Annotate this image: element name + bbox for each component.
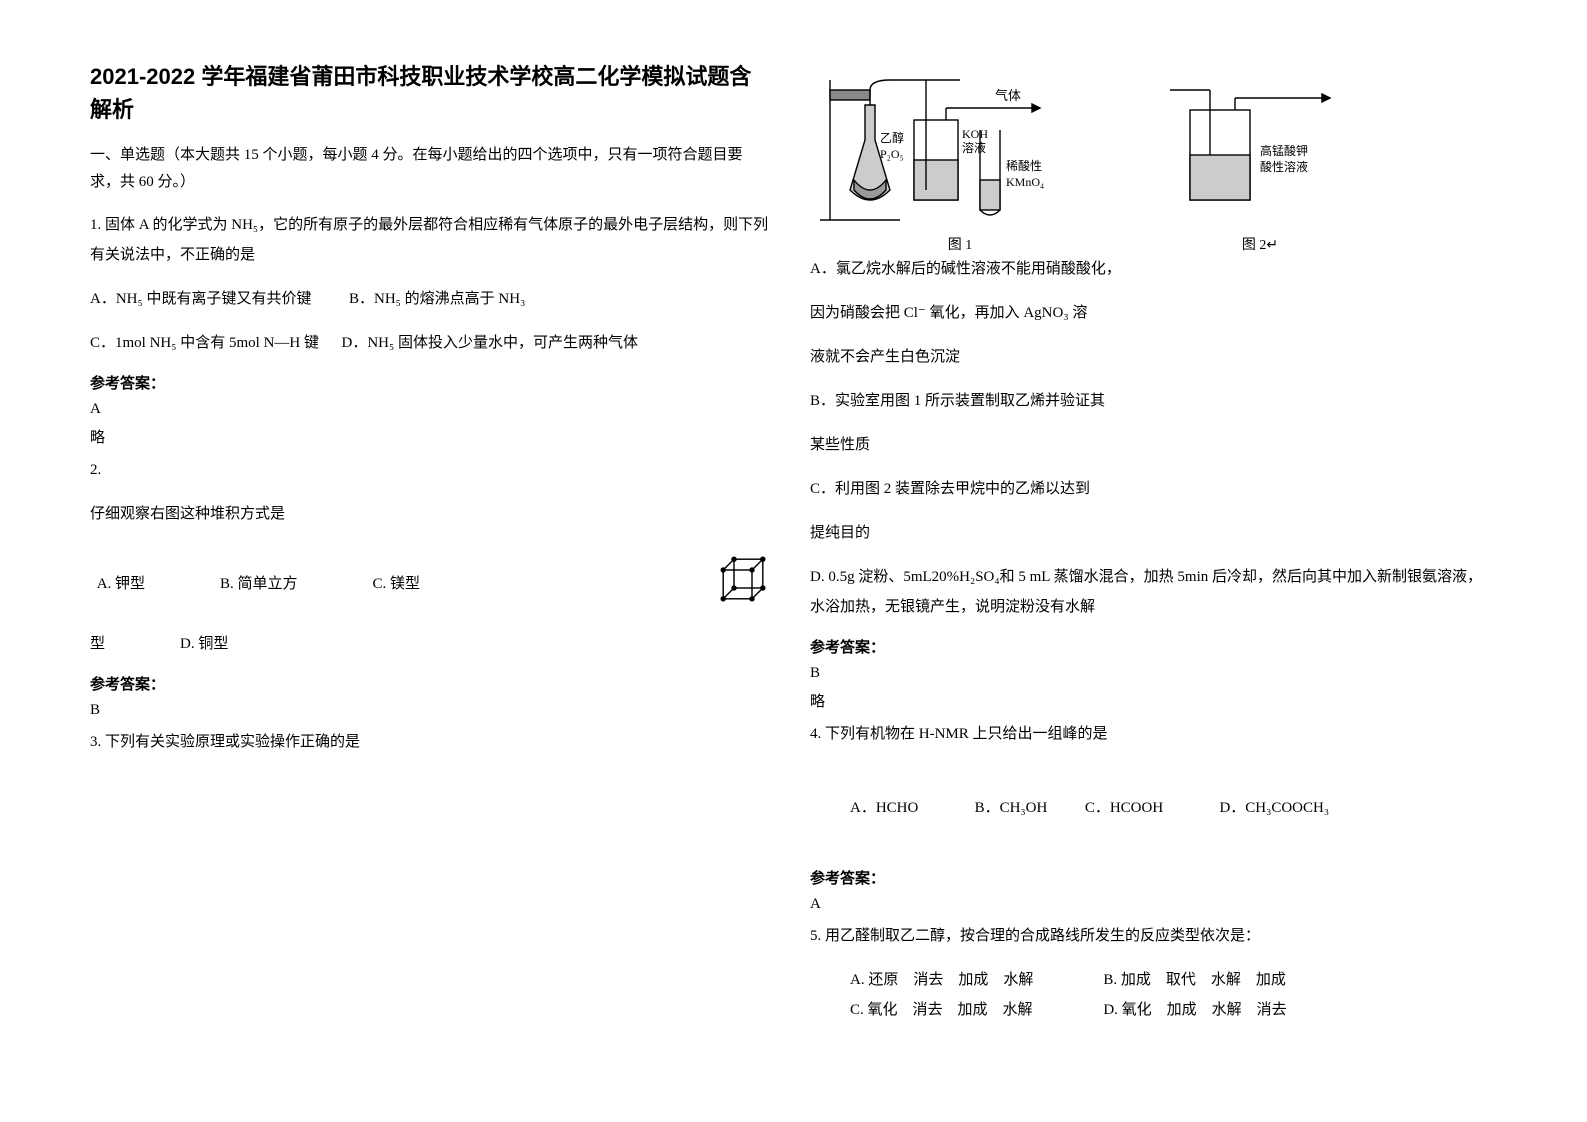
- q3-ans-label: 参考答案：: [810, 636, 1490, 657]
- fig1-bottle-label-bot: 溶液: [962, 140, 986, 155]
- q2-opt-c: C. 镁型: [373, 576, 421, 592]
- q5-stem: 5. 用乙醛制取乙二醇，按合理的合成路线所发生的反应类型依次是：: [810, 921, 1490, 951]
- q5-col-left: A. 还原 消去 加成 水解 C. 氧化 消去 加成 水解: [850, 965, 1033, 1025]
- q5-opt-c: C. 氧化 消去 加成 水解: [850, 995, 1033, 1025]
- q5-options: A. 还原 消去 加成 水解 C. 氧化 消去 加成 水解 B. 加成 取代 水…: [810, 965, 1490, 1025]
- q2-opt-d: D. 铜型: [180, 636, 228, 652]
- q1-ans-label: 参考答案：: [90, 372, 770, 393]
- q5-opt-d: D. 氧化 加成 水解 消去: [1103, 995, 1286, 1025]
- apparatus-2-svg: 高锰酸钾 酸性溶液: [1160, 60, 1360, 230]
- q3-opt-a: A．氯乙烷水解后的碱性溶液不能用硝酸酸化，: [810, 254, 1490, 284]
- page-wrap: 2021-2022 学年福建省莆田市科技职业技术学校高二化学模拟试题含解析 一、…: [0, 0, 1587, 1085]
- q4-options: A．HCHO B．CH₃OH C．HCOOH D．CH₃COOCH₃: [810, 763, 1490, 853]
- q3-opt-c: C．利用图 2 装置除去甲烷中的乙烯以达到: [810, 474, 1490, 504]
- q3-stem: 3. 下列有关实验原理或实验操作正确的是: [90, 727, 770, 757]
- fig2-right-label2: 酸性溶液: [1260, 159, 1308, 174]
- q2-options: A. 钾型 B. 简单立方 C. 镁型: [90, 539, 716, 629]
- question-2: 仔细观察右图这种堆积方式是 A. 钾型 B. 简单立方 C. 镁型 型 D. 铜…: [90, 499, 770, 659]
- figure-1: 乙醇 P₂O₅ KOH 溶液 气体 稀酸性 KMnO₄ 图 1: [810, 60, 1110, 254]
- fig1-right-label1: 稀酸性: [1006, 158, 1042, 173]
- apparatus-1-svg: 乙醇 P₂O₅ KOH 溶液 气体 稀酸性 KMnO₄: [810, 60, 1110, 230]
- q4-opt-b: B．CH₃OH: [975, 800, 1048, 816]
- q3-figures: 乙醇 P₂O₅ KOH 溶液 气体 稀酸性 KMnO₄ 图 1: [810, 60, 1490, 254]
- q3-opt-b2: 某些性质: [810, 430, 1490, 460]
- q1-opt-d: D．NH₅ 固体投入少量水中，可产生两种气体: [342, 335, 638, 351]
- q3-opt-c2: 提纯目的: [810, 518, 1490, 548]
- q4-opt-c: C．HCOOH: [1085, 800, 1163, 816]
- q1-stem: 1. 固体 A 的化学式为 NH₅，它的所有原子的最外层都符合相应稀有气体原子的…: [90, 210, 770, 270]
- q1-opt-a: A．NH₅ 中既有离子键又有共价键: [90, 291, 311, 307]
- q3-opt-a2: 因为硝酸会把 Cl⁻ 氧化，再加入 AgNO₃ 溶: [810, 298, 1490, 328]
- q2-ans-label: 参考答案：: [90, 673, 770, 694]
- fig1-bottle-label-top: KOH: [962, 127, 988, 141]
- q3-extra: 略: [810, 690, 1490, 711]
- q2-opt-d-row: 型 D. 铜型: [90, 629, 716, 659]
- q1-extra: 略: [90, 426, 770, 447]
- q4-opt-a: A．HCHO: [850, 800, 918, 816]
- fig2-caption: 图 2↵: [1242, 234, 1278, 254]
- q1-options-row2: C．1mol NH₅ 中含有 5mol N—H 键 D．NH₅ 固体投入少量水中…: [90, 328, 770, 358]
- figure-2: 高锰酸钾 酸性溶液 图 2↵: [1160, 60, 1360, 254]
- q4-stem: 4. 下列有机物在 H-NMR 上只给出一组峰的是: [810, 719, 1490, 749]
- q3-opt-d: D. 0.5g 淀粉、5mL20%H₂SO₄和 5 mL 蒸馏水混合，加热 5m…: [810, 562, 1490, 622]
- fig1-flask-label-top: 乙醇: [880, 130, 904, 145]
- q4-opt-d: D．CH₃COOCH₃: [1219, 800, 1329, 816]
- q5-col-right: B. 加成 取代 水解 加成 D. 氧化 加成 水解 消去: [1103, 965, 1286, 1025]
- q2-opt-a: A. 钾型: [97, 576, 145, 592]
- q5-opt-b: B. 加成 取代 水解 加成: [1103, 965, 1286, 995]
- doc-title: 2021-2022 学年福建省莆田市科技职业技术学校高二化学模拟试题含解析: [90, 60, 770, 126]
- fig1-caption: 图 1: [948, 234, 973, 254]
- q2-opt-b: B. 简单立方: [220, 576, 298, 592]
- q3-opt-a3: 液就不会产生白色沉淀: [810, 342, 1490, 372]
- q2-stem: 仔细观察右图这种堆积方式是: [90, 499, 716, 529]
- section-1-head: 一、单选题（本大题共 15 个小题，每小题 4 分。在每小题给出的四个选项中，只…: [90, 142, 770, 196]
- fig2-right-label1: 高锰酸钾: [1260, 143, 1308, 158]
- q4-ans: A: [810, 896, 1490, 913]
- fig1-arrow-label: 气体: [995, 88, 1021, 103]
- q3-opt-b: B．实验室用图 1 所示装置制取乙烯并验证其: [810, 386, 1490, 416]
- question-1: 1. 固体 A 的化学式为 NH₅，它的所有原子的最外层都符合相应稀有气体原子的…: [90, 210, 770, 270]
- fig1-flask-label-bot: P₂O₅: [880, 147, 904, 161]
- q2-num: 2.: [90, 455, 770, 485]
- q2-ans: B: [90, 702, 770, 719]
- q1-opt-b: B．NH₅ 的熔沸点高于 NH₃: [349, 291, 525, 307]
- fig1-right-label2: KMnO₄: [1006, 175, 1044, 189]
- q4-ans-label: 参考答案：: [810, 867, 1490, 888]
- cube-icon: [716, 552, 770, 606]
- q1-options-row1: A．NH₅ 中既有离子键又有共价键 B．NH₅ 的熔沸点高于 NH₃: [90, 284, 770, 314]
- right-column: 乙醇 P₂O₅ KOH 溶液 气体 稀酸性 KMnO₄ 图 1: [810, 60, 1490, 1025]
- q1-ans: A: [90, 401, 770, 418]
- q5-opt-a: A. 还原 消去 加成 水解: [850, 965, 1033, 995]
- q1-opt-c: C．1mol NH₅ 中含有 5mol N—H 键: [90, 335, 319, 351]
- q3-ans: B: [810, 665, 1490, 682]
- left-column: 2021-2022 学年福建省莆田市科技职业技术学校高二化学模拟试题含解析 一、…: [90, 60, 770, 1025]
